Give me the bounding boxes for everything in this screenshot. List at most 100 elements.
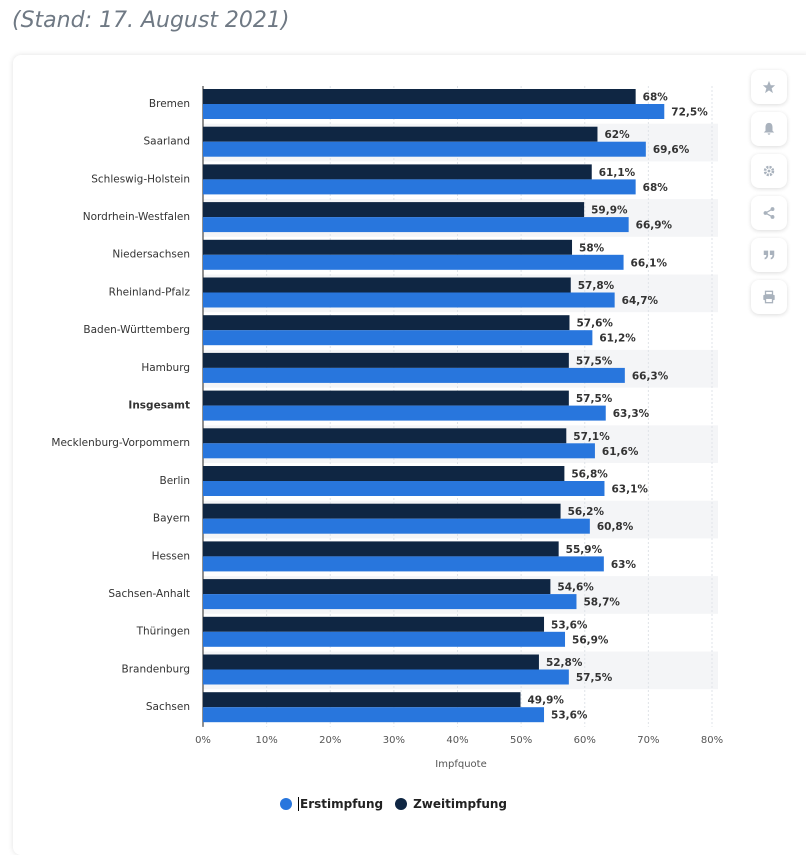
bar-zweitimpfung: [203, 654, 539, 670]
bar-zweitimpfung: [203, 616, 545, 632]
bar-erstimpfung: [203, 707, 545, 723]
bar-zweitimpfung: [203, 126, 598, 142]
bar-erstimpfung: [203, 141, 646, 157]
bar-zweitimpfung: [203, 239, 573, 255]
bar-zweitimpfung: [203, 277, 571, 293]
x-tick-label: 40%: [446, 735, 468, 746]
category-label: Insgesamt: [128, 399, 190, 411]
data-label: 63,3%: [613, 408, 650, 420]
data-label: 54,6%: [557, 582, 594, 594]
category-label: Hamburg: [141, 362, 190, 374]
category-label: Bremen: [149, 98, 190, 110]
x-tick-label: 0%: [195, 735, 211, 746]
x-tick-label: 80%: [701, 735, 723, 746]
legend-item-zweitimpfung[interactable]: Zweitimpfung: [395, 797, 507, 811]
data-label: 58,7%: [583, 597, 620, 609]
data-label: 56,9%: [572, 634, 609, 646]
category-label: Saarland: [143, 136, 190, 148]
data-label: 61,6%: [602, 446, 639, 458]
data-label: 58%: [579, 242, 605, 254]
category-label: Baden-Württemberg: [83, 324, 190, 336]
bar-zweitimpfung: [203, 164, 592, 180]
bar-erstimpfung: [203, 556, 604, 572]
bar-zweitimpfung: [203, 541, 559, 557]
star-icon[interactable]: [751, 70, 787, 104]
category-label: Berlin: [160, 475, 190, 487]
bar-zweitimpfung: [203, 315, 570, 331]
category-label: Schleswig-Holstein: [91, 173, 190, 185]
category-label: Rheinland-Pfalz: [109, 286, 191, 298]
gear-icon[interactable]: [751, 154, 787, 188]
bar-erstimpfung: [203, 367, 625, 383]
bell-icon[interactable]: [751, 112, 787, 146]
data-label: 59,9%: [591, 205, 628, 217]
quote-icon[interactable]: [751, 238, 787, 272]
category-label: Niedersachsen: [112, 249, 190, 261]
x-tick-label: 30%: [383, 735, 405, 746]
bar-erstimpfung: [203, 631, 566, 647]
x-axis-label: Impfquote: [435, 759, 486, 770]
chart-legend: Erstimpfung Zweitimpfung: [280, 797, 519, 811]
category-label: Nordrhein-Westfalen: [83, 211, 190, 223]
bar-erstimpfung: [203, 292, 615, 308]
data-label: 57,8%: [578, 280, 615, 292]
data-label: 61,2%: [599, 333, 636, 345]
data-label: 53,6%: [551, 619, 588, 631]
x-tick-label: 50%: [510, 735, 532, 746]
bar-erstimpfung: [203, 481, 605, 496]
category-label: Mecklenburg-Vorpommern: [51, 437, 190, 449]
data-label: 64,7%: [622, 295, 659, 307]
category-label: Sachsen-Anhalt: [108, 588, 190, 600]
data-label: 53,6%: [551, 710, 588, 722]
data-label: 66,9%: [636, 220, 673, 232]
data-label: 63%: [611, 559, 637, 571]
data-label: 57,6%: [576, 318, 613, 330]
data-label: 61,1%: [599, 167, 636, 179]
data-label: 68%: [643, 92, 669, 104]
data-label: 57,1%: [573, 431, 610, 443]
data-label: 49,9%: [527, 695, 564, 707]
data-label: 69,6%: [653, 144, 690, 156]
bar-zweitimpfung: [203, 503, 561, 519]
bar-zweitimpfung: [203, 390, 569, 406]
legend-item-erstimpfung[interactable]: Erstimpfung: [280, 797, 383, 811]
category-label: Brandenburg: [121, 663, 190, 675]
data-label: 52,8%: [546, 657, 583, 669]
chart-subtitle: (Stand: 17. August 2021): [12, 8, 290, 33]
print-icon[interactable]: [751, 280, 787, 314]
legend-marker-erstimpfung: [280, 798, 292, 810]
data-label: 62%: [604, 129, 630, 141]
x-tick-label: 70%: [637, 735, 659, 746]
data-label: 57,5%: [576, 672, 613, 684]
bar-zweitimpfung: [203, 428, 567, 444]
legend-marker-zweitimpfung: [395, 798, 408, 810]
bar-erstimpfung: [203, 594, 577, 610]
data-label: 57,5%: [576, 393, 613, 405]
category-label: Bayern: [153, 513, 190, 525]
bar-zweitimpfung: [203, 692, 521, 708]
share-icon[interactable]: [751, 196, 787, 230]
category-label: Thüringen: [136, 626, 190, 638]
data-label: 56,8%: [571, 469, 608, 481]
data-label: 66,1%: [631, 257, 668, 269]
text-cursor: [298, 797, 299, 811]
bar-erstimpfung: [203, 179, 636, 195]
bar-erstimpfung: [203, 443, 595, 459]
x-tick-label: 10%: [256, 735, 278, 746]
bar-erstimpfung: [203, 254, 624, 270]
bar-erstimpfung: [203, 104, 665, 119]
legend-label-erstimpfung: Erstimpfung: [300, 797, 384, 811]
data-label: 68%: [643, 182, 669, 194]
legend-label-zweitimpfung: Zweitimpfung: [413, 797, 507, 811]
bar-zweitimpfung: [203, 579, 551, 595]
data-label: 72,5%: [671, 107, 708, 119]
data-label: 66,3%: [632, 370, 669, 382]
data-label: 57,5%: [576, 355, 613, 367]
data-label: 63,1%: [611, 484, 648, 496]
category-label: Hessen: [152, 550, 190, 562]
bar-erstimpfung: [203, 669, 569, 685]
bar-zweitimpfung: [203, 89, 636, 104]
bar-zweitimpfung: [203, 202, 585, 218]
bar-erstimpfung: [203, 518, 590, 534]
